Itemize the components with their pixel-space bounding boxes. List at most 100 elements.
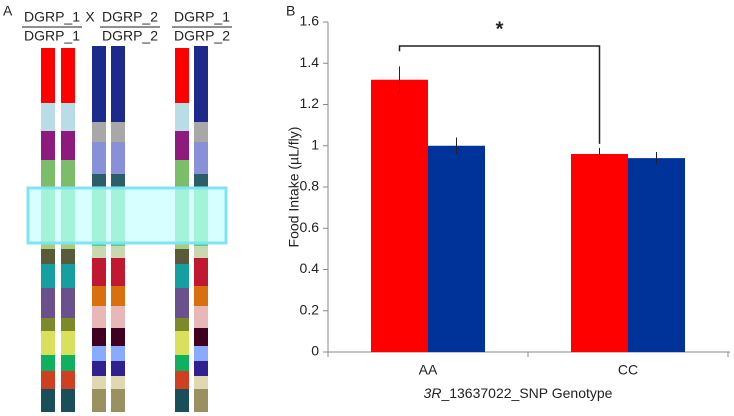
x-axis-title-part: _13637022_SNP Genotype: [440, 385, 612, 401]
y-tick-label: 1.2: [300, 95, 320, 111]
chromosome-segment: [111, 286, 125, 306]
chromosome-segment: [41, 355, 55, 371]
chromosome-segment: [61, 318, 75, 331]
chromosome-segment: [194, 46, 208, 122]
chromosome-segment: [41, 371, 55, 389]
chromosome-segment: [61, 249, 75, 264]
panel-label: A: [3, 3, 13, 19]
chromosome-segment: [61, 389, 75, 412]
chromosome-segment: [92, 376, 106, 389]
chromosome-segment: [92, 306, 106, 328]
significance-marker: *: [496, 18, 504, 40]
chromosome-segment: [175, 389, 189, 412]
chromosome-segment: [41, 243, 55, 249]
chromosome-segment: [194, 142, 208, 174]
y-axis-title: Food Intake (µL/fly): [286, 127, 302, 248]
chromosome-segment: [175, 243, 189, 249]
chromosome-segment: [92, 46, 106, 122]
x-tick-label: AA: [419, 362, 438, 378]
significance-bracket: [398, 45, 601, 144]
chromosome-segment: [194, 246, 208, 258]
chromosome-segment: [92, 346, 106, 361]
chromosome-segment: [194, 286, 208, 306]
chromosome-segment: [194, 258, 208, 286]
chromosome-segment: [92, 142, 106, 174]
chromosome-segment: [61, 371, 75, 389]
chromosome-segment: [92, 361, 106, 376]
y-tick-label: 0: [311, 343, 319, 359]
chromosome-segment: [61, 331, 75, 355]
y-tick-label: 1: [311, 136, 319, 152]
chromosome-segment: [41, 318, 55, 331]
chromosome-segment: [175, 249, 189, 264]
bar-chart: 0 0.2 0.4 0.6 0.8 1 1.2 1.4 1.6 AA CC * Food Intake …: [286, 13, 730, 401]
chromosome-segment: [41, 103, 55, 131]
chromosome-segment: [61, 264, 75, 288]
chromosome-segment: [175, 318, 189, 331]
chromosome-segment: [175, 288, 189, 318]
chromosome-segment: [111, 46, 125, 122]
chromosome-segment: [41, 48, 55, 103]
chromosome-segment: [61, 131, 75, 160]
chromosome-segment: [175, 264, 189, 288]
chromosome-segment: [111, 258, 125, 286]
y-tick-label: 0.8: [300, 178, 320, 194]
parent-label: DGRP_1: [24, 9, 80, 25]
chromosome-segment: [111, 346, 125, 361]
chromosome-segment: [41, 288, 55, 318]
chromosome-segment: [111, 246, 125, 258]
chromosome-diagram: DGRP_1 DGRP_1 DGRP_2 DGRP_2 DGRP_1 DGRP_2: [22, 9, 232, 412]
chromosome-segment: [111, 328, 125, 346]
chromosome-segment: [175, 48, 189, 103]
y-tick-label: 0.2: [300, 301, 320, 317]
chromosome-segment: [61, 160, 75, 188]
chromosome-segment: [92, 389, 106, 412]
chromosome-segment: [175, 371, 189, 389]
chromosome-segment: [175, 103, 189, 131]
parent-label: DGRP_2: [102, 9, 158, 25]
chromosome-segment: [41, 160, 55, 188]
parent-label: DGRP_1: [24, 28, 80, 44]
bar: [571, 154, 628, 352]
chromosome-segment: [194, 122, 208, 142]
x-axis-title-part: 3R: [424, 385, 442, 401]
chromosome-segment: [61, 243, 75, 249]
chromosome-segment: [61, 48, 75, 103]
chromosome-segment: [111, 389, 125, 412]
y-tick-label: 0.6: [300, 219, 320, 235]
parent-label: DGRP_2: [174, 28, 230, 44]
chromosome-segment: [92, 122, 106, 142]
cross-symbol: X: [85, 9, 95, 25]
chromosome-segment: [41, 249, 55, 264]
y-tick-label: 1.6: [300, 13, 320, 29]
chromosome-segment: [41, 331, 55, 355]
chromosome-segment: [92, 258, 106, 286]
chromosome-segment: [111, 306, 125, 328]
bar: [628, 158, 685, 352]
parent-label: DGRP_2: [102, 28, 158, 44]
chromosome-segment: [41, 264, 55, 288]
bar: [371, 79, 428, 352]
y-tick-label: 0.4: [300, 260, 320, 276]
chromosome-segment: [194, 389, 208, 412]
chromosome-segment: [194, 361, 208, 376]
chromosome-segment: [194, 306, 208, 328]
chromosome-segment: [111, 174, 125, 188]
chromosome-segment: [92, 246, 106, 258]
chromosome-segment: [111, 361, 125, 376]
chromosome-segment: [111, 376, 125, 389]
chromosome-segment: [61, 103, 75, 131]
chromosome-segment: [92, 328, 106, 346]
chromosome-segment: [111, 122, 125, 142]
y-tick-label: 1.4: [300, 54, 320, 70]
chromosome-segment: [92, 174, 106, 188]
parent-label: DGRP_1: [174, 9, 230, 25]
chromosome-segment: [61, 288, 75, 318]
chromosome-segment: [175, 355, 189, 371]
chromosome-segment: [175, 160, 189, 188]
highlight-region: [26, 186, 228, 245]
chromosome-segment: [194, 376, 208, 389]
chromosome-segment: [194, 346, 208, 361]
x-axis-title: 3R_13637022_SNP Genotype: [424, 385, 613, 401]
